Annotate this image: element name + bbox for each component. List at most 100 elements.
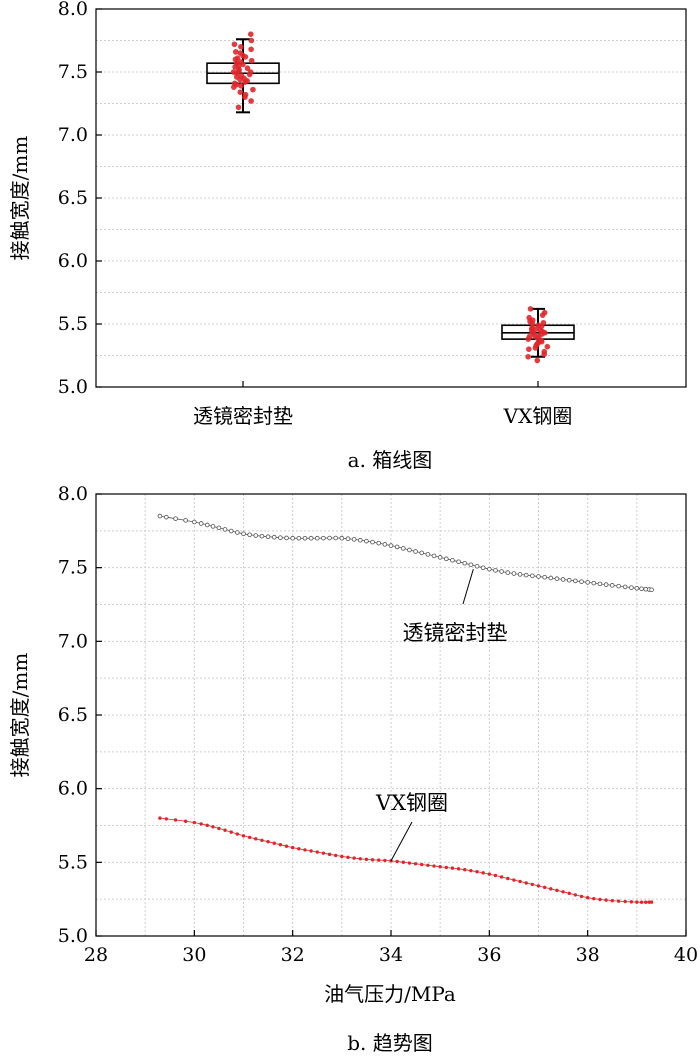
data-point [534, 357, 541, 364]
data-point [231, 84, 237, 90]
series-marker [327, 852, 332, 857]
series-marker [456, 867, 461, 871]
series-marker [579, 894, 584, 899]
series-marker [517, 572, 523, 577]
series-marker [333, 853, 338, 858]
y-tick-label: 6.5 [58, 187, 88, 209]
series-marker [199, 822, 203, 826]
series-marker [383, 858, 387, 863]
series-marker [629, 900, 634, 904]
series-marker [297, 847, 301, 851]
series-marker [566, 577, 572, 583]
data-point [242, 54, 249, 60]
series-marker [639, 900, 644, 904]
series-marker [644, 900, 648, 904]
series-marker [604, 898, 608, 902]
series-marker [432, 864, 436, 868]
series-marker [480, 565, 486, 571]
series-marker [647, 900, 651, 904]
data-point [250, 86, 256, 93]
series-marker [616, 899, 621, 903]
series-marker [536, 574, 541, 579]
category-label: VX钢圈 [503, 404, 573, 428]
series-marker [420, 862, 424, 867]
series-marker [629, 585, 634, 590]
series-marker [413, 862, 418, 866]
data-point [247, 31, 254, 37]
x-tick-label: 28 [84, 944, 108, 966]
series-marker [592, 896, 596, 901]
series-marker [524, 881, 528, 885]
series-marker [309, 849, 313, 853]
series-marker [499, 569, 504, 574]
series-marker [591, 580, 597, 586]
series-marker [450, 557, 455, 563]
data-point [235, 104, 242, 111]
series-marker [198, 521, 204, 526]
y-tick-label: 5.5 [58, 313, 88, 335]
series-marker [352, 856, 356, 860]
series-marker [511, 571, 517, 576]
series-marker [254, 837, 258, 841]
gridlines [96, 494, 686, 936]
series-marker [623, 899, 627, 904]
series-marker [290, 535, 295, 541]
series-marker [413, 549, 418, 554]
series-marker [555, 888, 559, 893]
series-marker [561, 890, 565, 894]
series-marker [302, 535, 308, 541]
y-tick-label: 6.0 [58, 778, 88, 800]
series-marker [579, 579, 584, 584]
x-tick-label: 32 [281, 944, 305, 966]
series-marker [530, 882, 535, 887]
data-point [242, 79, 248, 85]
series-marker [394, 544, 400, 550]
series-marker [468, 562, 474, 568]
y-tick-label: 7.5 [58, 61, 88, 83]
y-tick-labels: 5.0 5.5 6.0 6.5 7.0 7.5 8.0 [58, 0, 102, 398]
series-marker [370, 858, 375, 862]
series-marker [487, 872, 492, 876]
y-tick-label: 6.5 [58, 704, 88, 726]
data-point [248, 57, 255, 64]
series-marker [204, 522, 210, 528]
series-marker [395, 859, 399, 864]
series-marker [278, 535, 283, 540]
series-marker [388, 543, 394, 548]
series-marker [649, 900, 654, 904]
y-tick-label: 5.0 [58, 376, 88, 398]
series-marker [426, 863, 430, 867]
series-marker [357, 537, 363, 543]
series-marker [173, 818, 178, 822]
data-point [232, 49, 239, 55]
gridlines [96, 40, 686, 356]
data-point [541, 351, 547, 358]
data-point [240, 61, 246, 68]
trend-chart: 5.0 5.5 6.0 6.5 7.0 7.5 8.0 28 30 32 34 36 38 40 透镜密… [8, 483, 698, 1055]
series-marker [211, 825, 215, 829]
x-tick-labels: 28 30 32 34 36 38 40 [84, 930, 698, 966]
series-marker [222, 527, 228, 532]
series-marker [407, 547, 412, 553]
series-marker [598, 897, 602, 902]
y-tick-label: 7.0 [58, 124, 88, 146]
series-marker [450, 866, 455, 870]
series-marker [364, 857, 369, 862]
series-marker [622, 584, 628, 590]
series-marker [475, 870, 479, 874]
series-line [159, 817, 652, 903]
annotation-leader [462, 568, 474, 605]
caption: b. 趋势图 [347, 1031, 433, 1055]
series-marker [610, 898, 614, 903]
series-marker [597, 581, 603, 587]
series-marker [401, 860, 405, 864]
data-point [526, 346, 532, 353]
series-marker [321, 851, 326, 855]
category-label: 透镜密封垫 [193, 404, 293, 428]
series-marker [431, 553, 437, 559]
series-marker [333, 535, 338, 541]
data-point [238, 83, 244, 89]
series-marker [567, 891, 571, 896]
series-marker [585, 580, 590, 585]
